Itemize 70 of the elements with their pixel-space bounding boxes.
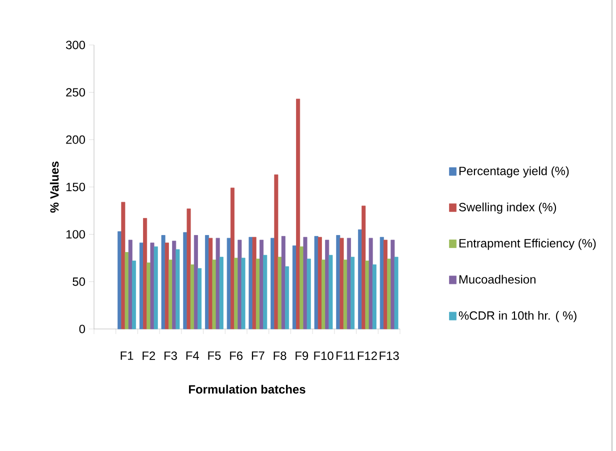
bar bbox=[260, 240, 264, 330]
bar bbox=[296, 98, 300, 330]
bar bbox=[318, 236, 322, 330]
bar bbox=[198, 268, 202, 330]
y-tick-label: 250 bbox=[66, 88, 86, 97]
y-tick-label: 150 bbox=[66, 182, 86, 192]
bar bbox=[303, 236, 308, 330]
bar bbox=[274, 174, 278, 330]
bar bbox=[124, 252, 129, 330]
bar bbox=[362, 206, 366, 330]
bar bbox=[306, 258, 311, 330]
y-tick-label: 50 bbox=[72, 277, 86, 286]
bar bbox=[219, 256, 224, 330]
y-tick-label: 300 bbox=[66, 40, 86, 50]
bar bbox=[278, 256, 282, 330]
bar bbox=[372, 264, 376, 330]
legend-label: %CDR in 10th hr. ( %) bbox=[458, 310, 576, 322]
x-tick-label: F1 bbox=[120, 352, 134, 360]
bar bbox=[383, 240, 388, 330]
bar bbox=[343, 260, 348, 330]
y-tick-label: 200 bbox=[66, 135, 86, 144]
bar bbox=[314, 236, 318, 330]
bar bbox=[128, 240, 132, 330]
legend-label: Mucoadhesion bbox=[459, 274, 536, 284]
bar bbox=[350, 256, 355, 330]
bar bbox=[328, 254, 333, 330]
y-tick-label: 0 bbox=[79, 324, 86, 334]
x-tick-label: F3 bbox=[164, 352, 177, 360]
bar bbox=[164, 242, 169, 330]
bar bbox=[186, 208, 191, 330]
bar bbox=[281, 236, 286, 330]
bar bbox=[238, 240, 242, 330]
bar bbox=[325, 240, 330, 330]
x-tick-label: F8 bbox=[274, 352, 286, 360]
x-tick-label: F13 bbox=[380, 352, 399, 360]
legend-label: Entrapment Efficiency (%) bbox=[459, 238, 596, 250]
bar bbox=[340, 238, 344, 330]
x-tick-label: F2 bbox=[142, 352, 156, 360]
x-tick-label: F5 bbox=[208, 352, 221, 360]
bar bbox=[190, 264, 194, 330]
bar bbox=[241, 258, 246, 330]
bar bbox=[263, 254, 268, 330]
bar bbox=[346, 238, 351, 330]
bar bbox=[154, 246, 158, 330]
bar bbox=[143, 218, 148, 330]
legend-label: Percentage yield (%) bbox=[459, 166, 569, 178]
bar bbox=[394, 256, 398, 330]
bar bbox=[194, 235, 198, 330]
bar bbox=[208, 238, 213, 330]
bar bbox=[132, 260, 136, 330]
bar bbox=[230, 188, 234, 330]
x-tick-label: F7 bbox=[252, 352, 264, 360]
bar bbox=[390, 240, 395, 330]
x-tick-label: F9 bbox=[296, 352, 308, 360]
bar bbox=[176, 249, 180, 330]
bar bbox=[121, 202, 126, 330]
bar bbox=[368, 238, 373, 330]
x-tick-label: F10 bbox=[314, 352, 334, 360]
bar bbox=[252, 236, 256, 330]
x-tick-label: F11 bbox=[336, 352, 355, 360]
bar bbox=[284, 266, 289, 330]
x-tick-label: F6 bbox=[230, 352, 243, 360]
y-axis-title: % Values bbox=[50, 162, 59, 213]
x-tick-label: F12 bbox=[358, 352, 377, 360]
bar bbox=[161, 235, 166, 330]
bar bbox=[216, 238, 220, 330]
x-tick-label: F4 bbox=[186, 352, 199, 360]
y-tick-label: 100 bbox=[66, 230, 86, 239]
x-axis-title: Formulation batches bbox=[189, 384, 306, 394]
legend-label: Swelling index (%) bbox=[459, 202, 556, 214]
